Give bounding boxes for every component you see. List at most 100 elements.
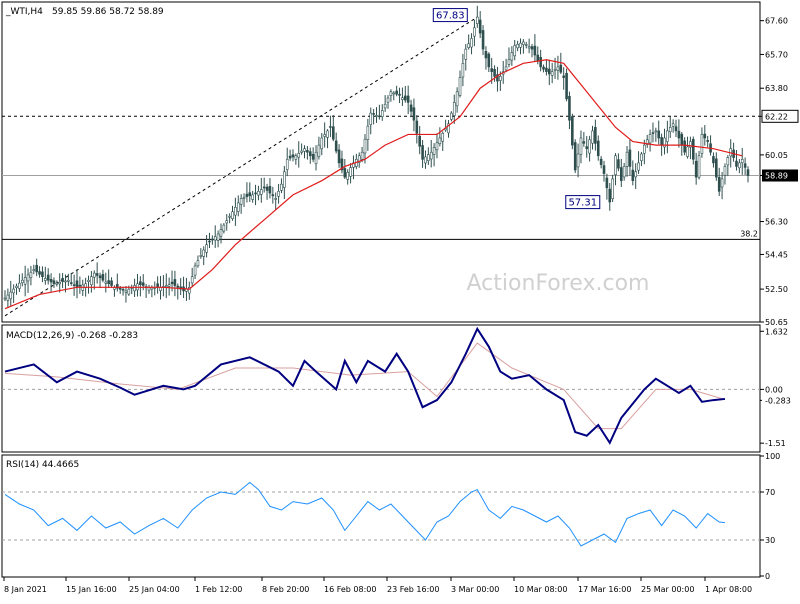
candle-body xyxy=(579,137,583,155)
candle-body xyxy=(236,202,240,212)
candle-body xyxy=(547,68,551,75)
candle-body xyxy=(562,75,565,78)
candle-body xyxy=(487,53,491,68)
y-tick-highlight xyxy=(761,109,799,123)
candle-body xyxy=(726,157,730,166)
candle-body xyxy=(378,115,381,118)
candle-body xyxy=(320,137,324,150)
candle-body xyxy=(418,135,421,147)
candle-body xyxy=(349,167,352,177)
candle-body xyxy=(516,44,519,49)
candle-body xyxy=(363,138,367,154)
rsi-panel-frame xyxy=(1,454,761,578)
candle-body xyxy=(666,130,669,142)
candle-body xyxy=(283,171,286,188)
candle-body xyxy=(12,288,15,294)
y-tick-label: 58.89 xyxy=(765,172,788,181)
candle-body xyxy=(72,284,76,286)
candle-body xyxy=(619,167,623,181)
candle-body xyxy=(735,160,738,167)
candle-body xyxy=(429,151,433,160)
chart-header-ohlc: 59.85 59.86 58.72 58.89 xyxy=(52,7,164,17)
chart-header-symbol: _WTI,H4 xyxy=(5,7,43,17)
candle-body xyxy=(291,154,295,158)
candle-body xyxy=(720,178,724,188)
candle-body xyxy=(6,294,10,301)
candle-body xyxy=(308,151,312,157)
candle-body xyxy=(332,126,335,140)
candle-body xyxy=(625,151,629,167)
candle-body xyxy=(49,279,53,283)
candle-body xyxy=(447,123,450,134)
y-tick-highlight xyxy=(762,394,798,407)
candle-body xyxy=(403,95,407,101)
level-label: 38.2 xyxy=(740,229,758,238)
rsi-title: RSI(14) 44.4665 xyxy=(6,460,79,470)
candle-body xyxy=(481,30,485,50)
candle-body xyxy=(507,59,511,65)
candle-body xyxy=(314,151,318,165)
candle-body xyxy=(61,278,64,282)
candle-body xyxy=(23,277,27,285)
price-annotation-box xyxy=(565,195,601,210)
candle-body xyxy=(90,276,93,285)
candle-body xyxy=(421,145,424,160)
candle-body xyxy=(461,63,465,78)
candle-body xyxy=(124,290,128,293)
candle-body xyxy=(334,140,338,152)
candle-body xyxy=(87,279,90,282)
candle-body xyxy=(614,155,617,175)
candle-body xyxy=(668,127,672,133)
candle-body xyxy=(268,186,272,194)
candle-body xyxy=(139,281,142,285)
candle-body xyxy=(41,271,44,277)
candle-body xyxy=(591,130,594,144)
candle-body xyxy=(92,272,96,278)
candle-body xyxy=(617,159,620,169)
x-tick-label: 23 Feb 16:00 xyxy=(387,585,439,594)
candle-body xyxy=(697,155,701,178)
candle-body xyxy=(536,54,540,62)
candle-body xyxy=(245,193,249,197)
y-tick-label: 50.65 xyxy=(765,318,788,327)
candle-body xyxy=(395,90,398,95)
candle-body xyxy=(406,95,410,103)
candle-body xyxy=(496,74,499,82)
candle-body xyxy=(424,156,427,164)
candle-body xyxy=(317,144,321,157)
price-panel-frame xyxy=(1,1,761,323)
candle-body xyxy=(539,57,542,68)
watermark: ActionForex.com xyxy=(467,271,650,296)
candle-body xyxy=(306,150,309,153)
candle-body xyxy=(369,112,373,125)
candle-body xyxy=(75,280,79,288)
candle-body xyxy=(527,46,531,49)
candle-body xyxy=(464,48,468,60)
candle-body xyxy=(743,163,747,168)
candle-body xyxy=(188,287,191,294)
candle-body xyxy=(118,287,122,290)
candle-body xyxy=(277,191,280,197)
candle-body xyxy=(288,155,292,159)
candle-body xyxy=(660,137,663,146)
candle-body xyxy=(343,168,347,178)
candle-body xyxy=(524,44,528,46)
candle-body xyxy=(628,149,632,167)
candle-body xyxy=(654,130,658,133)
candle-body xyxy=(127,288,131,295)
price-annotation-label: 57.31 xyxy=(568,198,597,209)
macd-layer xyxy=(2,326,760,445)
candle-body xyxy=(553,68,557,71)
candle-body xyxy=(663,137,666,148)
candle-body xyxy=(559,64,563,73)
candle-body xyxy=(329,126,332,128)
candle-body xyxy=(700,134,704,154)
macd-title: MACD(12,26,9) -0.268 -0.283 xyxy=(6,331,138,341)
candle-body xyxy=(634,171,637,178)
candle-body xyxy=(323,134,326,137)
candle-body xyxy=(637,162,640,171)
candle-body xyxy=(631,169,635,181)
candle-body xyxy=(640,153,643,161)
candle-body xyxy=(691,138,695,160)
